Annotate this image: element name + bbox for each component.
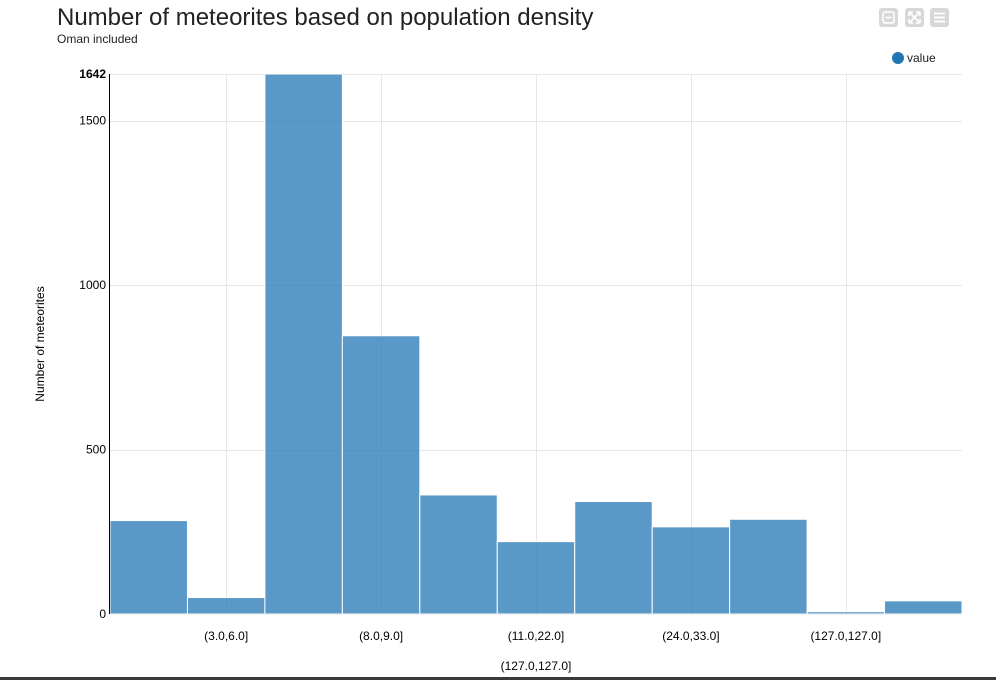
legend-label: value	[907, 51, 936, 65]
bar[interactable]	[419, 494, 498, 615]
bar[interactable]	[264, 73, 343, 615]
y-tick-label: 0	[99, 607, 106, 621]
y-tick-label: 1500	[79, 114, 106, 128]
minimize-icon	[882, 11, 895, 24]
expand-icon	[908, 11, 921, 24]
grid-lines	[110, 74, 962, 615]
bar[interactable]	[341, 335, 421, 615]
legend-marker	[892, 52, 904, 64]
bar[interactable]	[109, 520, 188, 615]
minimize-button[interactable]	[879, 8, 898, 27]
bottom-border	[0, 677, 996, 680]
bar[interactable]	[651, 526, 731, 615]
bar[interactable]	[729, 518, 808, 615]
x-tick-label: (11.0,22.0]	[508, 629, 564, 643]
menu-button[interactable]	[930, 8, 949, 27]
x-tick-label: (24.0,33.0]	[662, 629, 719, 643]
hamburger-menu-icon	[934, 12, 945, 23]
x-hover-label: (127.0,127.0]	[501, 659, 572, 673]
x-tick-labels: (3.0,6.0] (8.0,9.0] (11.0,22.0] (24.0,33.0]…	[204, 629, 881, 643]
bar[interactable]	[806, 611, 886, 615]
y-axis-label: Number of meteorites	[33, 286, 47, 401]
chart-title: Number of meteorites based on population…	[57, 4, 594, 31]
chart-subtitle: Oman included	[57, 32, 138, 46]
x-tick-label: (127.0,127.0]	[810, 629, 881, 643]
legend-item-value[interactable]: value	[892, 51, 936, 65]
y-tick-label: 1642	[79, 67, 106, 81]
bars	[109, 73, 963, 615]
bar[interactable]	[574, 501, 653, 615]
bar[interactable]	[186, 597, 266, 615]
y-tick-label: 1000	[79, 278, 106, 292]
y-tick-label: 500	[86, 443, 106, 457]
expand-button[interactable]	[905, 8, 924, 27]
y-tick-labels: 0 500 1000 1500 1642	[79, 67, 106, 621]
x-tick-label: (3.0,6.0]	[204, 629, 248, 643]
bar[interactable]	[496, 541, 576, 615]
x-tick-label: (8.0,9.0]	[359, 629, 403, 643]
bar[interactable]	[884, 600, 963, 615]
